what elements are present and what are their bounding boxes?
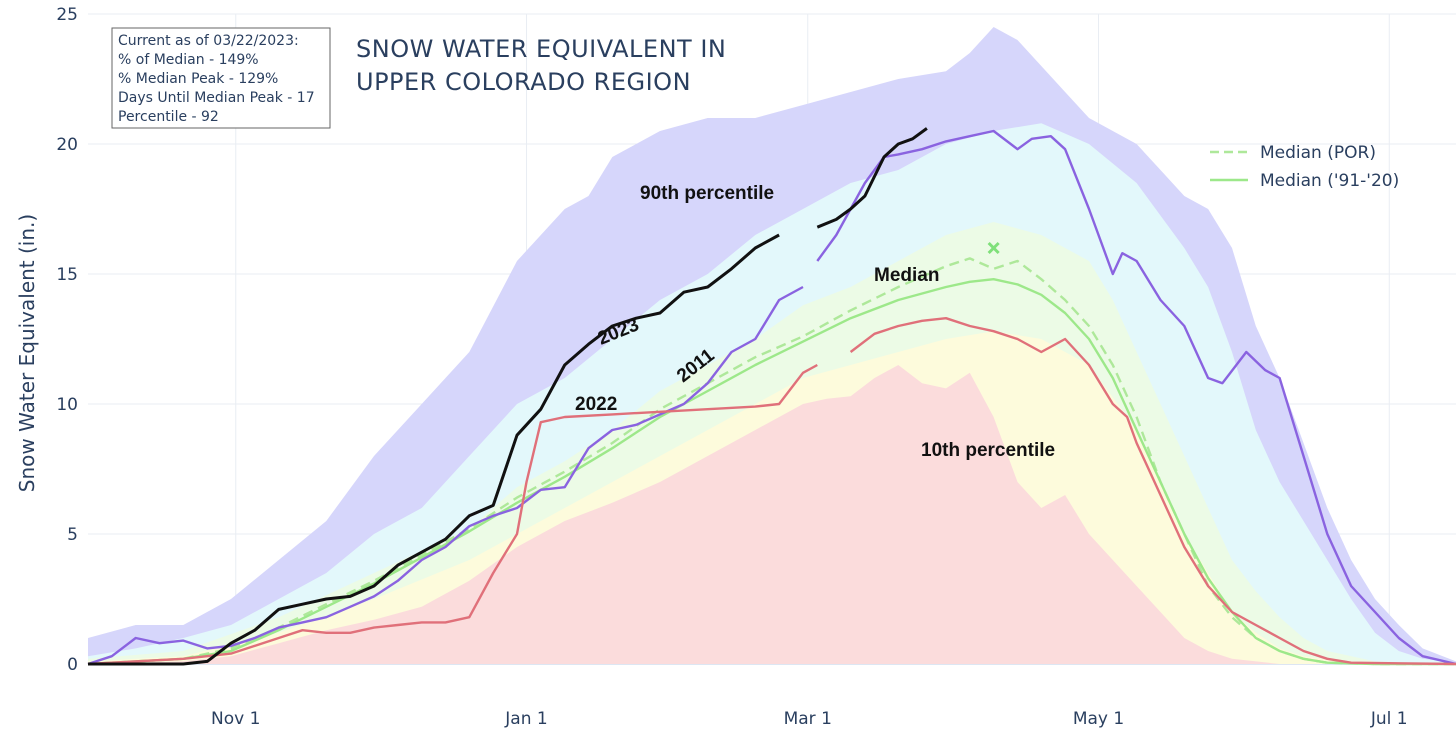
- info-box-line-3: % Median Peak - 129%: [118, 71, 278, 87]
- y-tick-label-4: 20: [56, 135, 78, 155]
- series-lines: [87, 127, 1456, 666]
- peak-marker-stroke-2: [987, 241, 1000, 255]
- series-line-2023: [88, 127, 928, 666]
- x-tick-label-2: Mar 1: [784, 709, 832, 729]
- y-tick-label-2: 10: [56, 395, 78, 415]
- info-box: Current as of 03/22/2023: % of Median - …: [111, 27, 331, 129]
- median-peak-marker: [987, 241, 1000, 255]
- series-line-median-por-: [87, 257, 1456, 666]
- y-tick-label-0: 0: [67, 655, 78, 675]
- x-tick-label-1: Jan 1: [504, 709, 547, 729]
- legend-label-median-9120: Median ('91-'20): [1260, 171, 1399, 191]
- y-axis-ticks: 0 5 10 15 20 25: [56, 5, 78, 675]
- annotation-median: Median: [874, 265, 939, 286]
- chart-title-line-2: UPPER COLORADO REGION: [356, 68, 691, 96]
- series-line-2022: [87, 317, 1456, 666]
- series-line-median-91-20-: [87, 278, 1456, 666]
- x-tick-label-0: Nov 1: [211, 709, 260, 729]
- x-axis-ticks: Nov 1 Jan 1 Mar 1 May 1 Jul 1: [211, 709, 1408, 729]
- label-2022: 2022: [575, 394, 617, 415]
- y-tick-label-5: 25: [56, 5, 78, 25]
- x-tick-label-3: May 1: [1073, 709, 1124, 729]
- y-tick-label-3: 15: [56, 265, 78, 285]
- info-box-line-5: Percentile - 92: [118, 109, 219, 125]
- band-p10: [88, 365, 1456, 664]
- info-box-frame: [111, 27, 331, 129]
- annotation-10th-percentile: 10th percentile: [921, 440, 1055, 461]
- x-tick-label-4: Jul 1: [1370, 709, 1408, 729]
- legend-label-median-por: Median (POR): [1260, 143, 1376, 163]
- annotation-90th-percentile: 90th percentile: [640, 183, 774, 204]
- series-line-2011: [87, 129, 1456, 666]
- info-box-line-2: % of Median - 149%: [118, 52, 259, 68]
- legend: Median (POR) Median ('91-'20): [1210, 143, 1399, 191]
- info-box-line-4: Days Until Median Peak - 17: [118, 90, 315, 106]
- y-tick-label-1: 5: [67, 525, 78, 545]
- chart-title-line-1: SNOW WATER EQUIVALENT IN: [356, 35, 726, 63]
- y-axis-label: Snow Water Equivalent (in.): [15, 214, 39, 492]
- info-box-line-1: Current as of 03/22/2023:: [118, 33, 299, 49]
